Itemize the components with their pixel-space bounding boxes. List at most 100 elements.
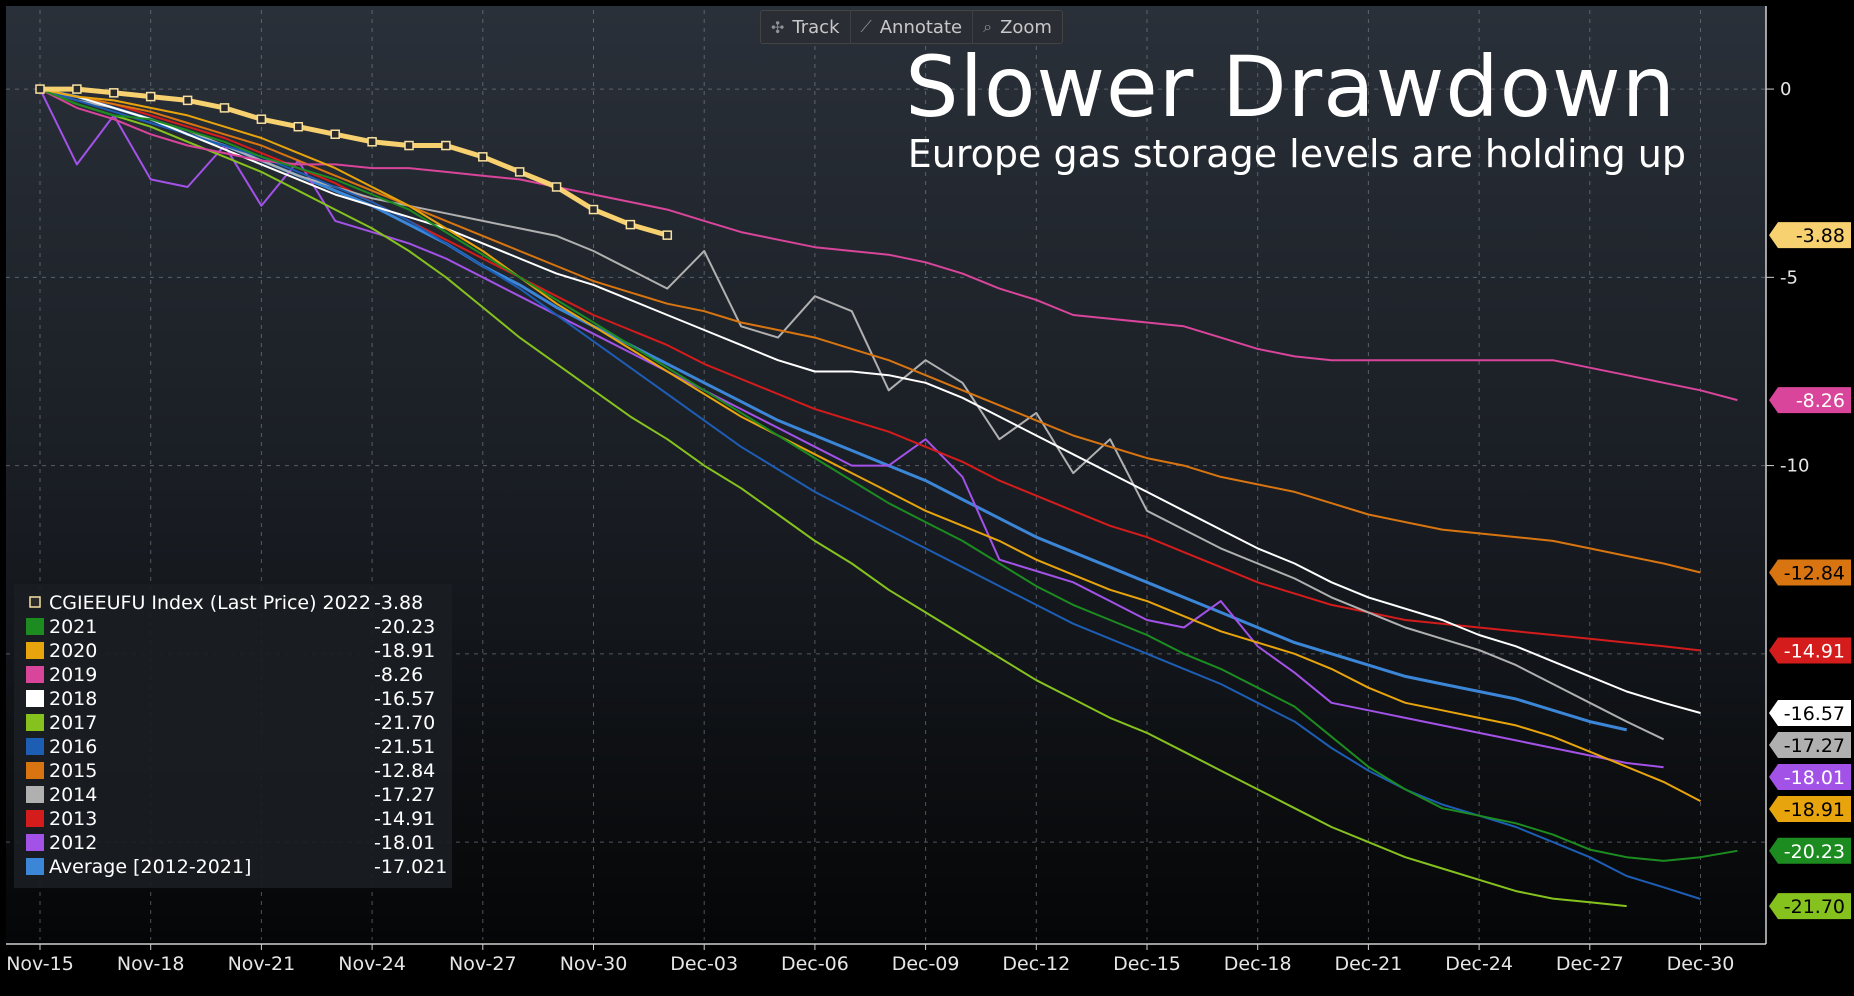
badge-label: -17.27: [1784, 735, 1845, 757]
legend-label: 2012: [49, 832, 97, 854]
legend-box: [14, 584, 452, 888]
x-tick-label: Nov-27: [449, 953, 517, 975]
zoom-button[interactable]: ⌕ Zoom: [973, 11, 1062, 43]
legend-label: 2014: [49, 784, 97, 806]
legend-value: -17.27: [374, 784, 435, 806]
legend-value: -12.84: [374, 760, 435, 782]
badge-shape: [1769, 763, 1851, 790]
y-tick-label: 0: [1780, 79, 1791, 100]
legend-swatch: [26, 786, 44, 803]
series-lines: [35, 84, 1738, 908]
data-point-marker: [625, 219, 636, 230]
chart-title: Slower Drawdown: [905, 38, 1676, 136]
x-tick-label: Dec-27: [1556, 953, 1624, 975]
badge-label: -18.01: [1784, 767, 1845, 789]
gridlines: [6, 10, 1767, 940]
legend-label: 2019: [49, 664, 97, 686]
data-point-marker: [35, 84, 45, 94]
x-tick-label: Dec-09: [892, 953, 960, 975]
x-tick-label: Nov-30: [560, 953, 628, 975]
legend-swatch: [26, 858, 44, 875]
legend-swatch: [26, 642, 44, 659]
badge-shape: [1769, 837, 1851, 864]
legend-swatch: [29, 596, 41, 608]
data-point-marker: [551, 182, 562, 192]
series-line-2015: [39, 88, 1701, 574]
data-point-marker: [588, 204, 599, 215]
series-line-2019: [39, 88, 1738, 402]
data-point-marker: [219, 103, 230, 113]
track-button[interactable]: ✣ Track: [761, 11, 851, 43]
legend-value: -21.51: [374, 736, 435, 758]
x-tick-label: Dec-03: [670, 953, 738, 975]
data-point-marker: [145, 91, 156, 102]
x-tick-label: Dec-24: [1445, 953, 1513, 975]
data-point-marker: [662, 230, 673, 240]
series-line-2016: [39, 88, 1701, 900]
legend-label: 2020: [49, 640, 97, 662]
badge-shape: [1769, 731, 1851, 758]
legend-swatch: [26, 762, 44, 779]
legend-label: 2015: [49, 760, 97, 782]
data-point-marker: [478, 152, 488, 162]
series-line-2013: [39, 88, 1701, 652]
zoom-label: Zoom: [1000, 16, 1052, 38]
annotate-label: Annotate: [879, 16, 963, 38]
data-point-marker: [441, 140, 451, 151]
legend-label: Average [2012-2021]: [49, 856, 251, 878]
data-point-marker: [109, 88, 119, 98]
series-line-2021: [39, 88, 1738, 862]
track-label: Track: [792, 16, 840, 38]
legend-swatch: [26, 666, 44, 683]
data-point-marker: [182, 95, 193, 106]
badge-shape: [1769, 699, 1851, 726]
x-tick-label: Nov-15: [6, 953, 74, 975]
legend-label: 2017: [49, 712, 97, 734]
legend-label: 2016: [49, 736, 97, 758]
magnifier-icon: ⌕: [983, 17, 993, 36]
series-line-2014: [39, 88, 1665, 741]
badge-shape: [1769, 559, 1851, 586]
legend-swatch: [26, 618, 44, 635]
badge-shape: [1769, 795, 1851, 822]
data-point-marker: [404, 140, 414, 151]
badge-label: -18.91: [1784, 799, 1845, 821]
badge-label: -16.57: [1784, 703, 1845, 725]
y-tick-label: -5: [1780, 267, 1798, 288]
badge-label: -12.84: [1784, 563, 1845, 585]
badge-label: -20.23: [1784, 841, 1845, 863]
data-point-marker: [367, 137, 377, 147]
data-point-marker: [514, 167, 525, 177]
legend-swatch: [26, 690, 44, 707]
data-point-marker: [256, 114, 267, 124]
crosshair-icon: ✣: [771, 17, 785, 37]
axes: Nov-15 Nov-18 Nov-21 Nov-24 Nov-27 Nov-30 Dec-…: [6, 6, 1809, 975]
badge-label: -8.26: [1796, 390, 1845, 412]
legend-label: 2018: [49, 688, 97, 710]
x-tick-label: Dec-21: [1334, 953, 1402, 975]
annotate-button[interactable]: ⟋ Annotate: [851, 11, 974, 43]
series-line-2020: [39, 88, 1701, 802]
legend-value: -17.021: [374, 856, 447, 878]
badge-shape: [1769, 387, 1851, 414]
legend-label: CGIEEUFU Index (Last Price) 2022: [49, 592, 371, 614]
legend-swatch: [26, 738, 44, 755]
legend-value: -21.70: [374, 712, 435, 734]
data-point-marker: [72, 84, 82, 94]
x-tick-label: Nov-18: [117, 953, 185, 975]
legend-swatch: [26, 810, 44, 827]
pencil-icon: ⟋: [860, 17, 872, 36]
legend-value: -3.88: [374, 592, 423, 614]
series-line-2018: [39, 88, 1701, 714]
legend-value: -8.26: [374, 664, 423, 686]
x-tick-label: Dec-18: [1224, 953, 1292, 975]
legend-value: -18.91: [374, 640, 435, 662]
legend-swatch: [26, 714, 44, 731]
badge-shape: [1769, 893, 1851, 920]
series-line-2017: [39, 88, 1627, 908]
legend-label: 2021: [49, 616, 97, 638]
x-tick-label: Dec-12: [1002, 953, 1070, 975]
badge-shape: [1769, 637, 1851, 664]
x-tick-label: Dec-06: [781, 953, 849, 975]
legend-swatch: [26, 834, 44, 851]
